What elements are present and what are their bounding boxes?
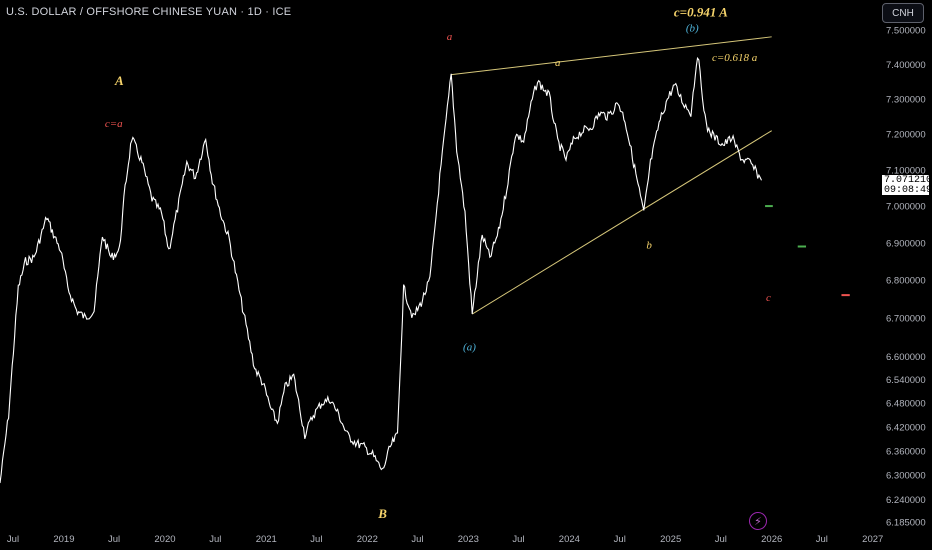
wave-label: (a) xyxy=(463,341,476,353)
y-tick-label: 7.100000 xyxy=(886,165,926,176)
y-tick-label: 6.600000 xyxy=(886,352,926,363)
y-tick-label: 6.480000 xyxy=(886,399,926,410)
bar-countdown: 09:08:49 xyxy=(884,185,932,196)
y-tick-label: 6.540000 xyxy=(886,375,926,386)
y-tick-label: 6.300000 xyxy=(886,470,926,481)
y-axis: 7.500000 7.400000 7.300000 7.200000 7.100000… xyxy=(886,26,926,529)
wave-label: (b) xyxy=(686,23,699,35)
x-tick-label: 2021 xyxy=(256,534,277,545)
y-tick-label: 6.900000 xyxy=(886,238,926,249)
wave-label: c xyxy=(766,292,771,304)
wave-label: b xyxy=(646,239,652,251)
x-axis: Jul 2019 Jul 2020 Jul 2021 Jul 2022 Jul 2023 Jul 20… xyxy=(7,534,883,545)
wave-annotations: c=0.941 A (b) a a c=0.618 a Ac=a b (a) c B xyxy=(105,4,771,520)
x-tick-label: Jul xyxy=(614,534,626,545)
y-tick-label: 7.000000 xyxy=(886,202,926,213)
x-tick-label: Jul xyxy=(209,534,221,545)
y-tick-label: 6.360000 xyxy=(886,446,926,457)
y-tick-label: 7.300000 xyxy=(886,94,926,105)
x-tick-label: Jul xyxy=(7,534,19,545)
currency-button[interactable]: CNH xyxy=(882,3,924,23)
target-levels xyxy=(765,205,850,297)
wave-label: c=0.941 A xyxy=(674,4,728,19)
last-price-badge: 7.071210 09:08:49 xyxy=(882,175,932,196)
y-tick-label: 7.200000 xyxy=(886,130,926,141)
last-price: 7.071210 xyxy=(884,175,932,186)
y-tick-label: 6.240000 xyxy=(886,495,926,506)
trendlines xyxy=(451,36,772,315)
wave-label: B xyxy=(377,506,387,521)
wave-label: A xyxy=(114,73,124,88)
wave-label: c=0.618 a xyxy=(712,52,758,64)
y-tick-label: 6.185000 xyxy=(886,518,926,529)
x-tick-label: 2024 xyxy=(559,534,580,545)
wave-label: c=a xyxy=(105,118,123,130)
x-tick-label: Jul xyxy=(816,534,828,545)
x-tick-label: Jul xyxy=(715,534,727,545)
x-tick-label: Jul xyxy=(108,534,120,545)
x-tick-label: Jul xyxy=(411,534,423,545)
x-tick-label: 2027 xyxy=(862,534,883,545)
x-tick-label: 2019 xyxy=(53,534,74,545)
trendline[interactable] xyxy=(471,130,772,315)
x-tick-label: 2020 xyxy=(154,534,175,545)
price-series xyxy=(0,56,762,484)
wave-label: a xyxy=(447,31,453,43)
price-line xyxy=(0,56,762,484)
chart-title: U.S. DOLLAR / OFFSHORE CHINESE YUAN · 1D… xyxy=(6,6,292,18)
x-tick-label: Jul xyxy=(310,534,322,545)
y-tick-label: 6.420000 xyxy=(886,422,926,433)
trendline[interactable] xyxy=(451,36,772,76)
x-tick-label: 2025 xyxy=(660,534,681,545)
y-tick-label: 6.800000 xyxy=(886,276,926,287)
y-tick-label: 7.400000 xyxy=(886,60,926,71)
x-tick-label: 2026 xyxy=(761,534,782,545)
x-tick-label: 2022 xyxy=(357,534,378,545)
y-tick-label: 6.700000 xyxy=(886,313,926,324)
wave-label: a xyxy=(555,57,561,69)
x-tick-label: Jul xyxy=(512,534,524,545)
x-tick-label: 2023 xyxy=(458,534,479,545)
lightning-icon[interactable]: ⚡ xyxy=(749,512,767,530)
y-tick-label: 7.500000 xyxy=(886,26,926,37)
